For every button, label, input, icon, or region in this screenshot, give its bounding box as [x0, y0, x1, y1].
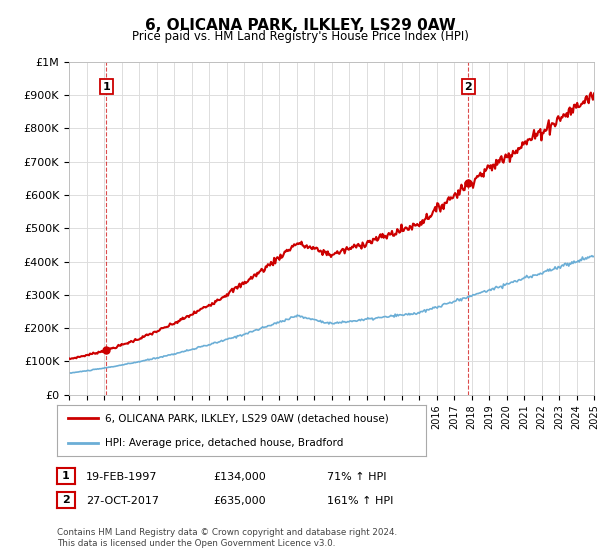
- Text: 1: 1: [62, 471, 70, 481]
- Text: 1: 1: [103, 82, 110, 92]
- Text: £134,000: £134,000: [213, 472, 266, 482]
- Text: 6, OLICANA PARK, ILKLEY, LS29 0AW: 6, OLICANA PARK, ILKLEY, LS29 0AW: [145, 18, 455, 34]
- Text: HPI: Average price, detached house, Bradford: HPI: Average price, detached house, Brad…: [105, 438, 343, 448]
- Text: 161% ↑ HPI: 161% ↑ HPI: [327, 496, 394, 506]
- Text: 71% ↑ HPI: 71% ↑ HPI: [327, 472, 386, 482]
- Text: 2: 2: [62, 495, 70, 505]
- Text: 6, OLICANA PARK, ILKLEY, LS29 0AW (detached house): 6, OLICANA PARK, ILKLEY, LS29 0AW (detac…: [105, 413, 389, 423]
- Text: 2: 2: [464, 82, 472, 92]
- Text: Price paid vs. HM Land Registry's House Price Index (HPI): Price paid vs. HM Land Registry's House …: [131, 30, 469, 43]
- Text: 27-OCT-2017: 27-OCT-2017: [86, 496, 159, 506]
- Text: £635,000: £635,000: [213, 496, 266, 506]
- Text: 19-FEB-1997: 19-FEB-1997: [86, 472, 157, 482]
- Text: Contains HM Land Registry data © Crown copyright and database right 2024.
This d: Contains HM Land Registry data © Crown c…: [57, 528, 397, 548]
